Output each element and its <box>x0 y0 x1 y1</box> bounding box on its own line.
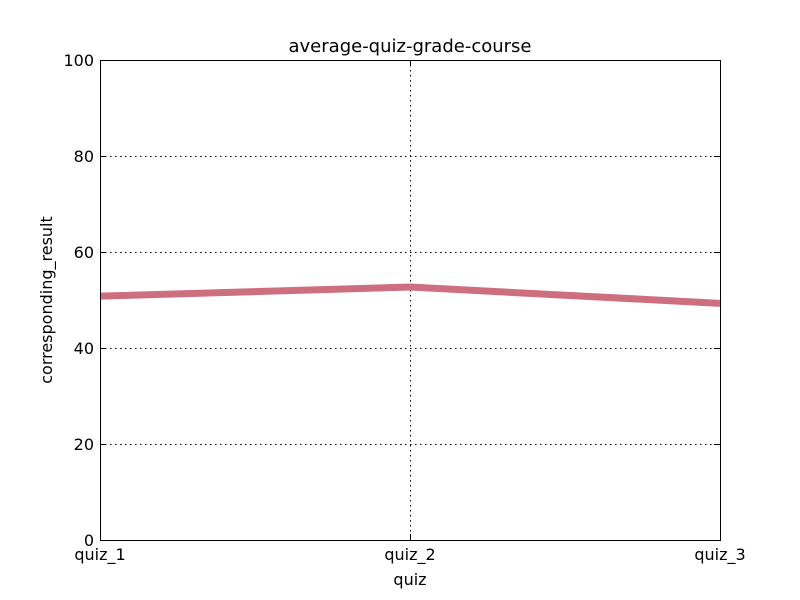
y-tick-labels: 0 20 40 60 80 100 <box>63 51 94 550</box>
x-tick-label: quiz_3 <box>694 545 745 565</box>
tick-marks <box>100 60 721 541</box>
series-layer <box>99 283 721 307</box>
series-line <box>99 283 721 307</box>
grid-lines <box>100 60 720 540</box>
x-tick-label: quiz_2 <box>384 545 435 565</box>
y-tick-label: 20 <box>74 435 94 454</box>
x-axis-label: quiz <box>393 570 426 589</box>
y-tick-label: 60 <box>74 243 94 262</box>
y-tick-label: 100 <box>63 51 94 70</box>
y-axis-label: corresponding_result <box>37 216 57 384</box>
chart-title: average-quiz-grade-course <box>289 36 532 57</box>
x-tick-labels: quiz_1 quiz_2 quiz_3 <box>74 545 745 565</box>
y-tick-label: 80 <box>74 147 94 166</box>
y-tick-label: 0 <box>84 531 94 550</box>
x-tick-label: quiz_1 <box>74 545 125 565</box>
y-tick-label: 40 <box>74 339 94 358</box>
